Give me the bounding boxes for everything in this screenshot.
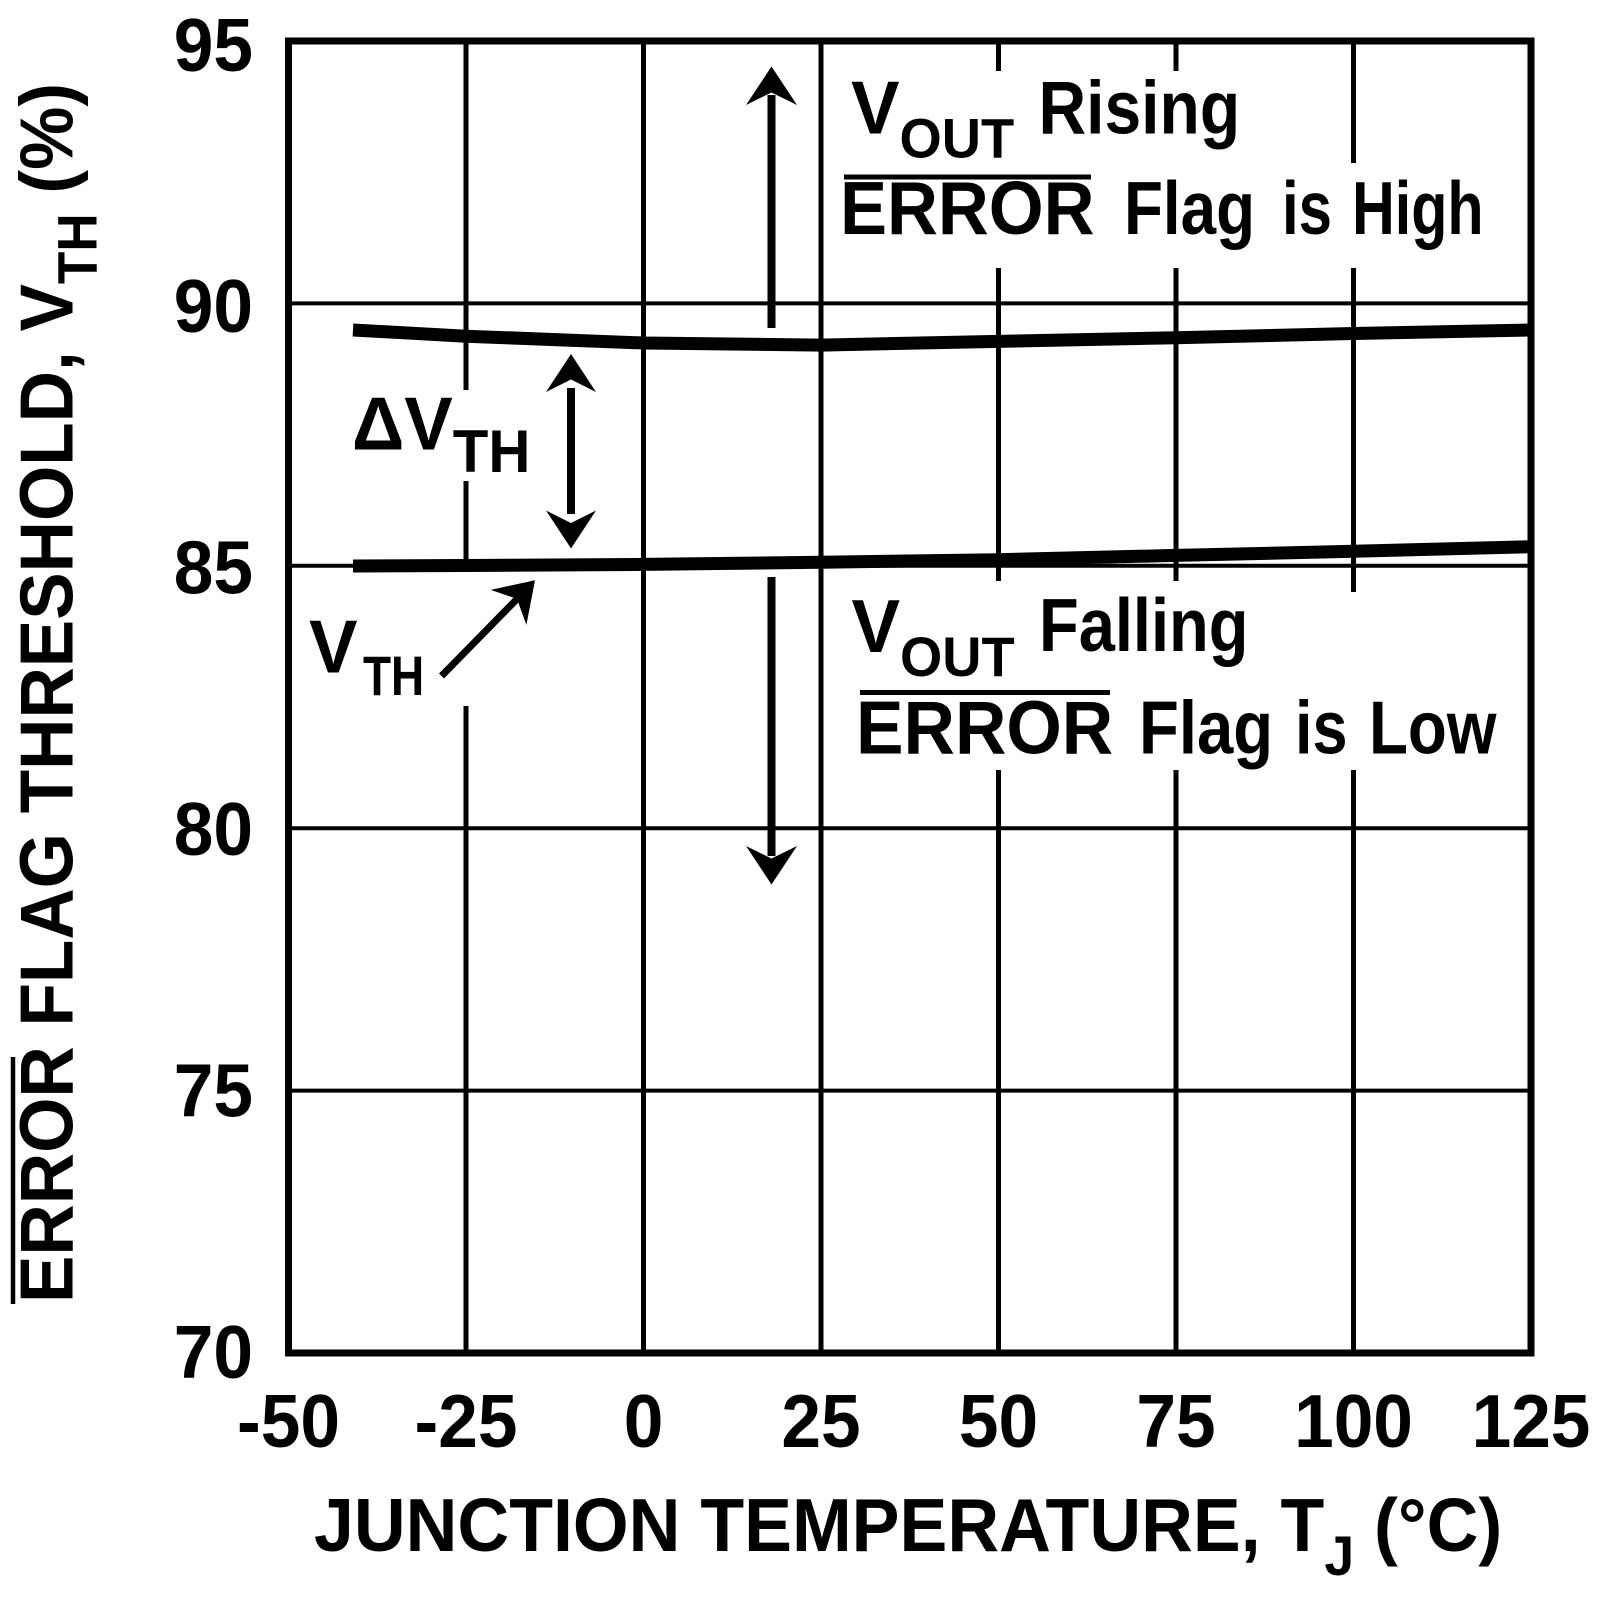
svg-text:100: 100 [1294, 1380, 1413, 1463]
svg-text:ERROR: ERROR [840, 167, 1095, 250]
svg-text:is: is [1282, 168, 1332, 251]
svg-text:75: 75 [174, 1050, 253, 1133]
svg-text:V: V [309, 604, 358, 688]
svg-text:Flag: Flag [1124, 166, 1255, 250]
svg-text:70: 70 [174, 1311, 253, 1394]
svg-text:is: is [1295, 685, 1348, 769]
svg-text:-50: -50 [237, 1380, 340, 1463]
svg-text:ERROR FLAG THRESHOLD, VTH (%): ERROR FLAG THRESHOLD, VTH (%) [6, 83, 109, 1303]
svg-text:125: 125 [1472, 1380, 1591, 1463]
svg-text:75: 75 [1136, 1380, 1215, 1463]
svg-text:Falling: Falling [1039, 583, 1248, 667]
svg-text:95: 95 [174, 4, 253, 87]
svg-text:50: 50 [959, 1380, 1038, 1463]
svg-text:25: 25 [781, 1380, 860, 1463]
svg-text:0: 0 [624, 1380, 664, 1463]
svg-text:-25: -25 [415, 1380, 518, 1463]
svg-text:ERROR: ERROR [856, 687, 1113, 770]
svg-text:High: High [1352, 167, 1484, 250]
svg-text:Low: Low [1369, 686, 1497, 770]
svg-text:JUNCTION TEMPERATURE, TJ (°C): JUNCTION TEMPERATURE, TJ (°C) [314, 1484, 1502, 1588]
svg-text:90: 90 [174, 265, 253, 348]
svg-text:Rising: Rising [1039, 66, 1241, 150]
svg-text:Flag: Flag [1139, 685, 1273, 769]
svg-text:TH: TH [363, 645, 424, 707]
svg-text:80: 80 [174, 788, 253, 871]
svg-text:85: 85 [174, 527, 253, 610]
